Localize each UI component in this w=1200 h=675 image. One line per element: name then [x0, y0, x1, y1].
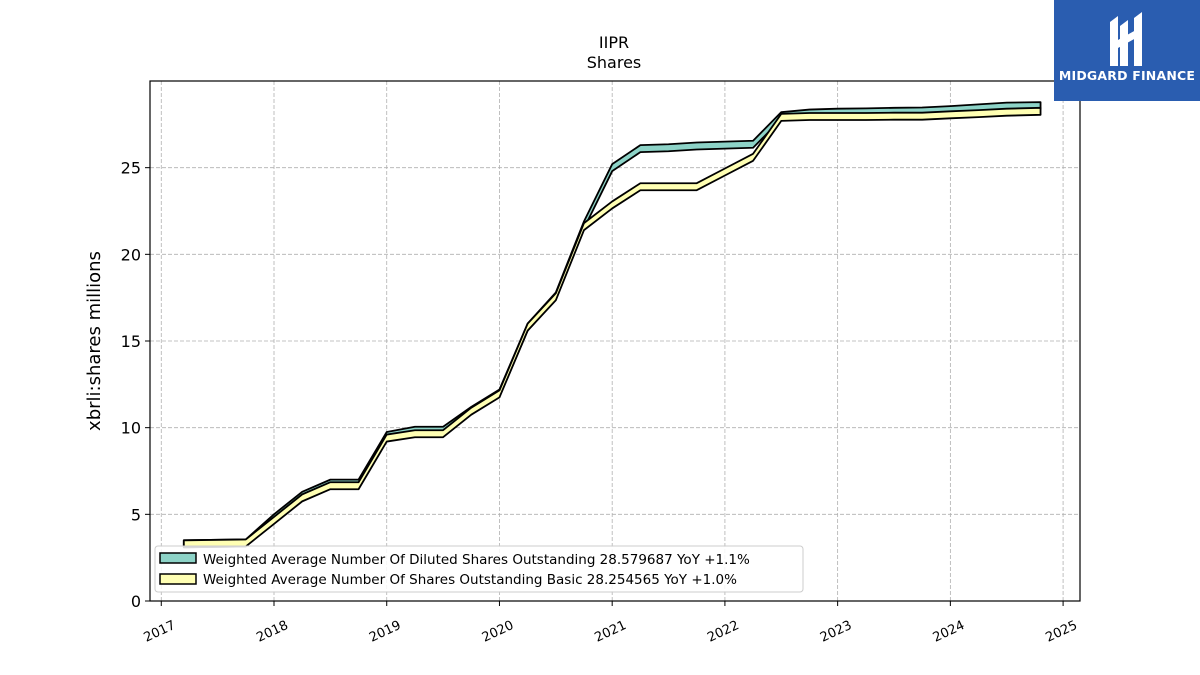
x-tick-label: 2021 [593, 618, 629, 646]
grid [150, 81, 1080, 602]
logo-text: MIDGARD FINANCE [1058, 68, 1196, 83]
y-tick-label: 15 [121, 332, 141, 351]
legend-swatch-diluted [159, 552, 197, 564]
legend-label-basic: Weighted Average Number Of Shares Outsta… [203, 572, 737, 588]
y-tick-label: 5 [131, 505, 141, 524]
chart-title: IIPR [599, 33, 629, 52]
logo-mark-icon [1110, 12, 1142, 66]
x-tick-label: 2024 [931, 618, 967, 646]
legend-box [154, 545, 804, 593]
y-axis-label: xbrli:shares millions [84, 251, 105, 431]
legend-swatch-basic [159, 573, 197, 585]
brand-logo: MIDGARD FINANCE [1054, 0, 1200, 101]
x-tick-label: 2022 [705, 618, 741, 646]
y-tick-label: 25 [121, 159, 141, 178]
x-tick-label: 2023 [818, 618, 854, 646]
y-tick-label: 0 [131, 592, 141, 611]
legend-label-diluted: Weighted Average Number Of Diluted Share… [203, 552, 750, 568]
x-tick-label: 2025 [1043, 618, 1079, 646]
series-layer [182, 101, 1042, 549]
y-tick-label: 20 [121, 245, 141, 264]
chart-subtitle: Shares [587, 53, 642, 72]
legend: Weighted Average Number Of Diluted Share… [154, 545, 804, 593]
x-tick-label: 2018 [254, 618, 290, 646]
series-band-basic [182, 106, 1042, 549]
x-tick-label: 2020 [480, 618, 516, 646]
x-tick-label: 2017 [142, 618, 178, 646]
y-tick-label: 10 [121, 419, 141, 438]
x-tick-label: 2019 [367, 618, 403, 646]
